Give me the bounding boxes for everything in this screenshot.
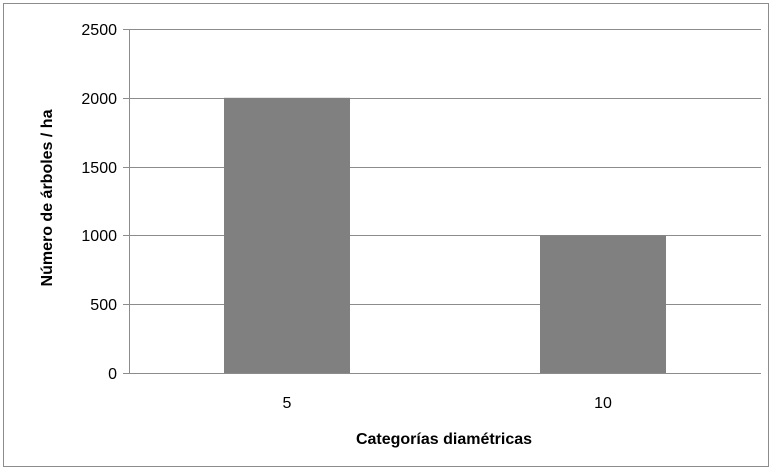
bar-5: [224, 97, 350, 374]
x-tick-label: 5: [283, 395, 292, 412]
y-tick-label: 2500: [81, 22, 117, 39]
bar-10: [540, 235, 666, 373]
axes: [123, 29, 761, 374]
x-tick-label: 10: [594, 395, 612, 412]
y-tick-label: 500: [90, 297, 117, 314]
x-axis-title: Categorías diamétricas: [356, 431, 532, 448]
tick-labels: 0 500 1000 1500 2000 2500 5 10: [81, 22, 612, 412]
y-axis-title: Número de árboles / ha: [39, 109, 56, 286]
y-tick-label: 1000: [81, 228, 117, 245]
y-tick-label: 1500: [81, 160, 117, 177]
gridlines: [129, 29, 761, 305]
y-tick-label: 2000: [81, 91, 117, 108]
y-tick-label: 0: [108, 366, 117, 383]
bars: [224, 97, 666, 374]
